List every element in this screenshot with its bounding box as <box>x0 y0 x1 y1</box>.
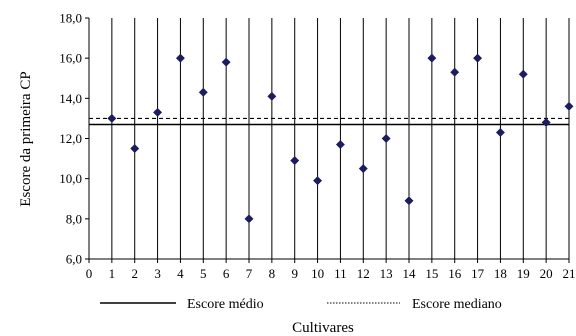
x-tick-label: 2 <box>131 266 138 281</box>
data-point <box>244 214 254 224</box>
y-tick-label: 6,0 <box>66 252 82 267</box>
data-point <box>107 113 117 123</box>
x-tick-label: 14 <box>403 266 417 281</box>
y-tick-label: 18,0 <box>59 11 82 26</box>
x-tick-label: 3 <box>154 266 161 281</box>
data-point <box>495 127 505 138</box>
y-tick-label: 14,0 <box>59 91 82 106</box>
x-axis-title: Cultivares <box>292 320 354 336</box>
data-point <box>175 53 185 63</box>
x-tick-labels: 0 1 2 3 4 5 6 7 8 9 10 11 12 13 14 15 16 17 18 19 20 21 <box>86 266 576 281</box>
data-point <box>473 53 483 63</box>
x-tick-label: 4 <box>177 266 184 281</box>
data-point <box>221 57 231 67</box>
data-point <box>153 107 163 117</box>
x-tick-label: 5 <box>200 266 207 281</box>
x-tick-label: 18 <box>494 266 507 281</box>
data-point <box>427 53 437 63</box>
data-point <box>335 139 345 150</box>
x-tick-label: 7 <box>246 266 253 281</box>
data-point <box>198 87 208 97</box>
data-point <box>518 69 528 79</box>
data-point <box>541 117 551 127</box>
data-point <box>381 133 391 144</box>
legend-label-mean: Escore médio <box>187 297 264 312</box>
y-axis-title: Escore da primeira CP <box>18 71 34 206</box>
x-tick-label: 6 <box>223 266 230 281</box>
y-tick-label: 8,0 <box>66 211 82 226</box>
data-point <box>130 143 140 154</box>
data-point <box>358 164 368 174</box>
axes <box>85 17 570 263</box>
y-tick-label: 10,0 <box>59 171 82 186</box>
x-tick-label: 20 <box>540 266 553 281</box>
x-tick-label: 8 <box>269 266 276 281</box>
y-tick-labels: 6,0 8,0 10,0 12,0 14,0 16,0 18,0 <box>59 11 82 267</box>
data-point <box>450 67 460 77</box>
legend-label-median: Escore mediano <box>412 297 502 312</box>
data-point <box>404 196 414 206</box>
x-tick-label: 15 <box>425 266 438 281</box>
y-tick-label: 12,0 <box>59 131 82 146</box>
data-points <box>107 53 574 224</box>
legend: Escore médio Escore mediano <box>100 297 502 312</box>
x-tick-label: 19 <box>517 266 530 281</box>
data-point <box>290 156 300 166</box>
data-point <box>564 101 574 111</box>
x-tick-label: 1 <box>109 266 116 281</box>
x-tick-label: 16 <box>448 266 462 281</box>
x-tick-label: 0 <box>86 266 93 281</box>
data-point <box>267 91 277 101</box>
x-tick-label: 17 <box>471 266 485 281</box>
reference-lines <box>89 117 569 126</box>
x-tick-label: 13 <box>380 266 393 281</box>
x-tick-label: 10 <box>311 266 324 281</box>
x-tick-label: 12 <box>357 266 370 281</box>
y-tick-label: 16,0 <box>59 51 82 66</box>
x-tick-label: 21 <box>563 266 576 281</box>
x-tick-label: 9 <box>291 266 298 281</box>
data-point <box>313 176 323 186</box>
x-tick-label: 11 <box>334 266 347 281</box>
